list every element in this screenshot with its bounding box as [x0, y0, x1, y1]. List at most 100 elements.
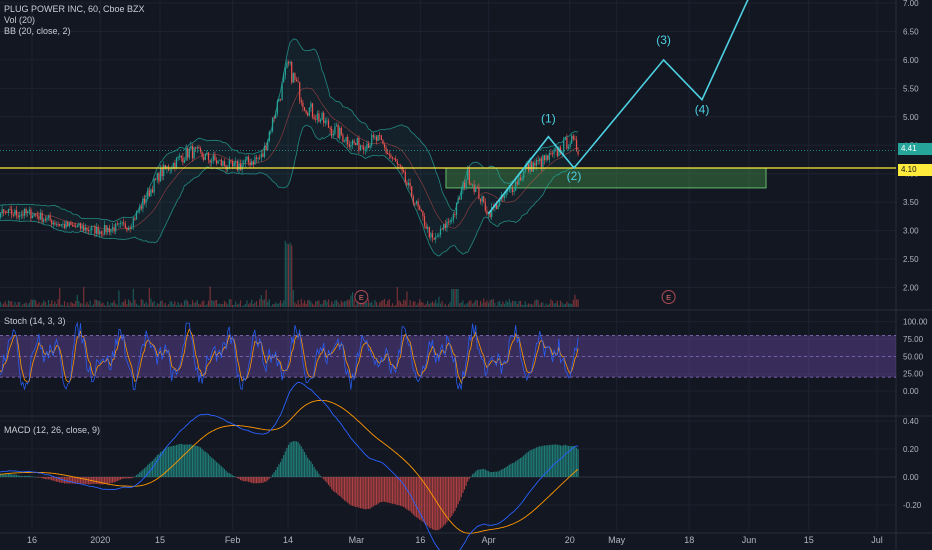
bb-legend[interactable]: BB (20, close, 2)	[4, 26, 71, 36]
macd-histogram-bar	[107, 477, 109, 484]
volume-bar	[158, 303, 160, 307]
candle-body	[25, 209, 27, 213]
wave-path	[487, 0, 749, 214]
macd-histogram-bar	[52, 477, 54, 481]
macd-histogram-bar	[25, 475, 27, 477]
volume-bar	[188, 304, 190, 307]
candle-body	[49, 215, 51, 221]
macd-histogram-bar	[555, 444, 557, 477]
volume-bar	[539, 304, 541, 307]
candle-body	[177, 157, 179, 159]
candle-body	[324, 120, 326, 124]
macd-histogram-bar	[225, 470, 227, 477]
volume-bar	[513, 301, 515, 307]
candle-body	[443, 224, 445, 230]
macd-histogram-bar	[7, 474, 10, 477]
volume-bar	[555, 302, 557, 307]
candle-body	[454, 214, 456, 216]
candle-body	[121, 222, 123, 224]
volume-bar	[433, 302, 435, 307]
macd-histogram-bar	[503, 468, 506, 477]
volume-bar	[214, 300, 216, 307]
macd-histogram-bar	[396, 477, 398, 505]
macd-histogram-bar	[497, 471, 499, 477]
volume-bar	[422, 302, 424, 307]
volume-bar	[540, 302, 542, 307]
stochastic-panel	[0, 321, 896, 391]
macd-histogram-bar	[105, 477, 107, 484]
volume-bar	[31, 300, 34, 307]
candle-body	[491, 206, 493, 217]
volume-bar	[407, 305, 410, 307]
macd-histogram-bar	[115, 477, 117, 482]
macd-legend[interactable]: MACD (12, 26, close, 9)	[4, 425, 101, 435]
volume-bar	[572, 299, 574, 307]
volume-bar	[1, 304, 3, 307]
volume-bar	[339, 304, 341, 307]
macd-histogram-bar	[151, 460, 154, 477]
symbol-title[interactable]: PLUG POWER INC, 60, Cboe BZX	[4, 4, 145, 14]
volume-bar	[267, 301, 269, 307]
candle-body	[382, 140, 384, 145]
candle-body	[148, 190, 150, 197]
macd-histogram-bar	[572, 446, 574, 477]
volume-bar	[246, 300, 248, 307]
macd-histogram-bar	[332, 477, 334, 492]
macd-histogram-bar	[182, 444, 184, 477]
volume-bar	[25, 302, 27, 307]
volume-bar	[147, 304, 149, 307]
macd-histogram-bar	[403, 477, 405, 507]
volume-bar	[556, 300, 558, 307]
volume-bar	[438, 296, 440, 307]
candle-body	[151, 189, 154, 193]
macd-histogram-bar	[425, 477, 427, 525]
macd-histogram-bar	[35, 476, 37, 478]
macd-histogram-bar	[292, 441, 294, 477]
macd-histogram-bar	[22, 476, 24, 477]
macd-histogram-bar	[257, 477, 259, 484]
volume-legend[interactable]: Vol (20)	[4, 15, 36, 25]
macd-histogram-bar	[195, 445, 197, 477]
candle-body	[348, 144, 350, 147]
volume-bar	[115, 303, 117, 307]
macd-histogram-bar	[4, 474, 6, 477]
macd-histogram-bar	[510, 463, 512, 477]
volume-bar	[271, 304, 274, 307]
volume-bar	[105, 305, 107, 307]
volume-bar	[335, 299, 338, 307]
volume-bar	[558, 305, 560, 307]
macd-histogram-bar	[387, 477, 389, 503]
support-line	[0, 150, 896, 169]
macd-histogram-bar	[455, 477, 458, 508]
macd-histogram-bar	[414, 477, 416, 517]
candle-body	[31, 216, 34, 219]
volume-bar	[529, 304, 531, 307]
volume-bar	[292, 290, 294, 307]
candle-body	[142, 198, 144, 209]
candle-body	[83, 225, 85, 231]
candle-body	[377, 135, 379, 141]
candle-body	[355, 142, 357, 146]
candle-body	[70, 222, 72, 225]
volume-bar	[4, 301, 6, 307]
macd-histogram-bar	[444, 477, 446, 525]
macd-histogram-bar	[139, 472, 141, 477]
macd-histogram-bar	[291, 442, 293, 477]
volume-bar	[324, 299, 326, 307]
stoch-legend[interactable]: Stoch (14, 3, 3)	[4, 316, 66, 326]
candle-body	[455, 202, 458, 216]
candle-body	[206, 152, 208, 155]
macd-histogram-bar	[76, 477, 78, 484]
macd-histogram-bar	[252, 477, 254, 484]
candle-body	[35, 213, 37, 215]
candle-body	[143, 198, 146, 204]
macd-histogram-bar	[265, 477, 267, 482]
macd-histogram-bar	[563, 445, 565, 477]
macd-histogram-bar	[551, 444, 554, 477]
candle-body	[463, 182, 466, 187]
macd-histogram-bar	[60, 477, 62, 483]
candle-body	[436, 236, 438, 237]
volume-bar	[89, 300, 91, 307]
